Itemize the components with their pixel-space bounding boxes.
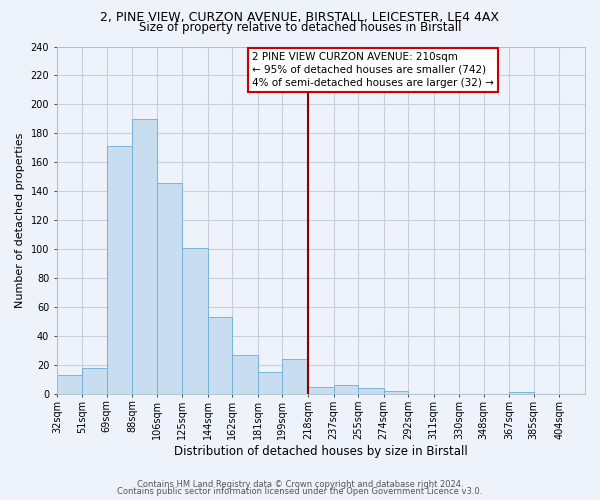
Bar xyxy=(283,359,308,394)
Bar xyxy=(82,368,107,394)
Bar xyxy=(334,385,358,394)
Text: Size of property relative to detached houses in Birstall: Size of property relative to detached ho… xyxy=(139,21,461,34)
Bar xyxy=(308,386,334,394)
Text: Contains public sector information licensed under the Open Government Licence v3: Contains public sector information licen… xyxy=(118,487,482,496)
Text: 2, PINE VIEW, CURZON AVENUE, BIRSTALL, LEICESTER, LE4 4AX: 2, PINE VIEW, CURZON AVENUE, BIRSTALL, L… xyxy=(101,11,499,24)
Text: 2 PINE VIEW CURZON AVENUE: 210sqm
← 95% of detached houses are smaller (742)
4% : 2 PINE VIEW CURZON AVENUE: 210sqm ← 95% … xyxy=(252,52,494,88)
Text: Contains HM Land Registry data © Crown copyright and database right 2024.: Contains HM Land Registry data © Crown c… xyxy=(137,480,463,489)
Bar xyxy=(182,248,208,394)
Bar xyxy=(208,317,232,394)
Bar xyxy=(258,372,283,394)
Bar xyxy=(358,388,384,394)
Bar xyxy=(232,355,258,394)
Bar xyxy=(384,391,408,394)
Bar xyxy=(157,182,182,394)
Bar xyxy=(509,392,533,394)
Bar xyxy=(133,119,157,394)
Bar xyxy=(107,146,133,394)
Bar xyxy=(57,375,82,394)
Y-axis label: Number of detached properties: Number of detached properties xyxy=(15,132,25,308)
X-axis label: Distribution of detached houses by size in Birstall: Distribution of detached houses by size … xyxy=(174,444,468,458)
